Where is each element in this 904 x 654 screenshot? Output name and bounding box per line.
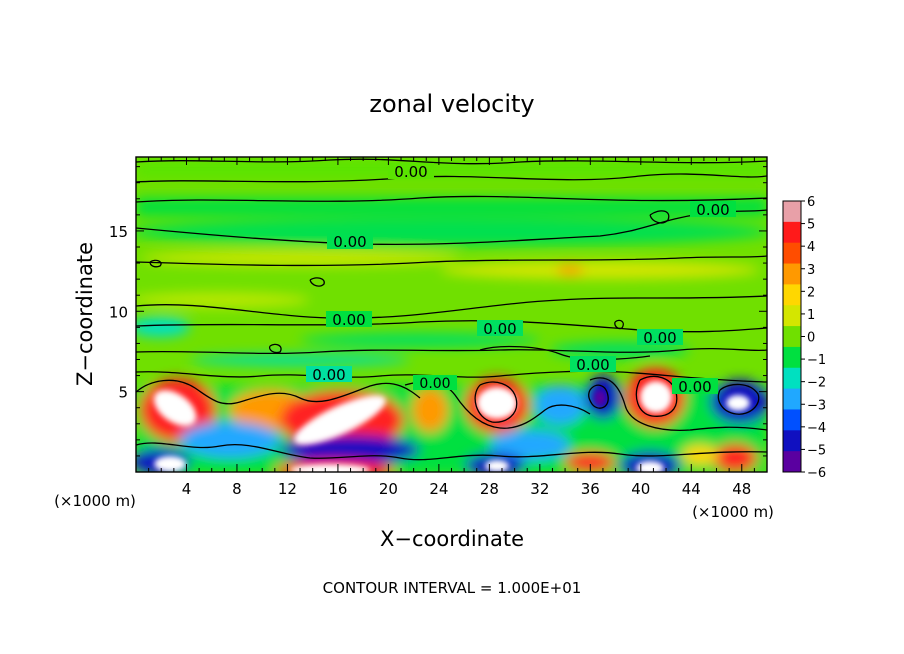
colorbar: 6 5 4 3 2 1 0 −1 −2 −3 −4 −5 −6 bbox=[782, 195, 826, 481]
colorbar-swatch bbox=[783, 284, 801, 306]
colorbar-tick-label: −3 bbox=[807, 398, 826, 413]
contour-interval-note: CONTOUR INTERVAL = 1.000E+01 bbox=[323, 579, 582, 597]
contour-label: 0.00 bbox=[394, 163, 427, 181]
x-tick-label: 32 bbox=[530, 480, 549, 498]
x-tick-label: 36 bbox=[581, 480, 600, 498]
x-tick-label: 12 bbox=[278, 480, 297, 498]
contour-label: 0.00 bbox=[419, 376, 450, 392]
chart-title: zonal velocity bbox=[369, 90, 534, 118]
plot-area bbox=[136, 157, 767, 472]
contour-label-group: 0.00 0.00 0.00 0.00 0.00 0.00 0.00 0.00 … bbox=[306, 163, 736, 396]
contour-label: 0.00 bbox=[576, 356, 609, 374]
colorbar-swatch bbox=[783, 221, 801, 244]
colorbar-tick-label: 1 bbox=[807, 308, 815, 323]
y-tick-label: 5 bbox=[118, 384, 128, 402]
contour-label: 0.00 bbox=[483, 320, 516, 338]
contour-label: 0.00 bbox=[332, 311, 365, 329]
contour-label: 0.00 bbox=[678, 378, 711, 396]
x-tick-label: 40 bbox=[631, 480, 650, 498]
colorbar-tick-label: 4 bbox=[807, 240, 815, 255]
contour-label: 0.00 bbox=[333, 233, 366, 251]
colorbar-tick-label: −5 bbox=[807, 443, 826, 458]
colorbar-swatch bbox=[783, 388, 801, 410]
colorbar-tick-label: 2 bbox=[807, 285, 815, 300]
x-unit-label-left: (×1000 m) bbox=[54, 492, 136, 510]
x-tick-label: 28 bbox=[480, 480, 499, 498]
colorbar-tick-label: 5 bbox=[807, 218, 815, 233]
colorbar-tick-label: −6 bbox=[807, 466, 826, 481]
y-tick-label: 10 bbox=[109, 303, 128, 321]
colorbar-swatch bbox=[783, 367, 801, 390]
x-unit-label-right: (×1000 m) bbox=[692, 503, 774, 521]
colorbar-swatch bbox=[783, 201, 801, 223]
x-tick-label: 16 bbox=[328, 480, 347, 498]
x-tick-label: 8 bbox=[232, 480, 242, 498]
colorbar-tick-label: 6 bbox=[807, 195, 815, 210]
colorbar-swatch bbox=[783, 451, 801, 473]
colorbar-tick-label: −2 bbox=[807, 376, 826, 391]
x-axis-label: X−coordinate bbox=[380, 527, 524, 551]
contour-label: 0.00 bbox=[696, 201, 729, 219]
colorbar-swatch bbox=[783, 430, 801, 452]
y-tick-label: 15 bbox=[109, 223, 128, 241]
x-tick-label: 4 bbox=[182, 480, 192, 498]
colorbar-swatch bbox=[783, 305, 801, 327]
x-tick-label: 20 bbox=[379, 480, 398, 498]
field-cores bbox=[153, 381, 750, 472]
x-tick-label: 44 bbox=[682, 480, 701, 498]
x-axis-ticks: 4 8 12 16 20 24 28 32 36 40 44 48 bbox=[148, 157, 755, 498]
colorbar-swatch bbox=[783, 346, 801, 369]
colorbar-swatch bbox=[783, 242, 801, 265]
colorbar-tick-label: −1 bbox=[807, 353, 826, 368]
colorbar-tick-label: 3 bbox=[807, 263, 815, 278]
colorbar-tick-label: −4 bbox=[807, 421, 826, 436]
y-axis-label: Z−coordinate bbox=[73, 242, 97, 386]
contour-label: 0.00 bbox=[643, 329, 676, 347]
x-tick-label: 48 bbox=[732, 480, 751, 498]
x-tick-label: 24 bbox=[429, 480, 448, 498]
colorbar-swatch bbox=[783, 326, 801, 348]
colorbar-tick-label: 0 bbox=[807, 331, 815, 346]
colorbar-swatch bbox=[783, 263, 801, 285]
contour-label: 0.00 bbox=[312, 366, 345, 384]
colorbar-swatch bbox=[783, 409, 801, 431]
y-axis-ticks: 5 10 15 bbox=[109, 166, 767, 457]
